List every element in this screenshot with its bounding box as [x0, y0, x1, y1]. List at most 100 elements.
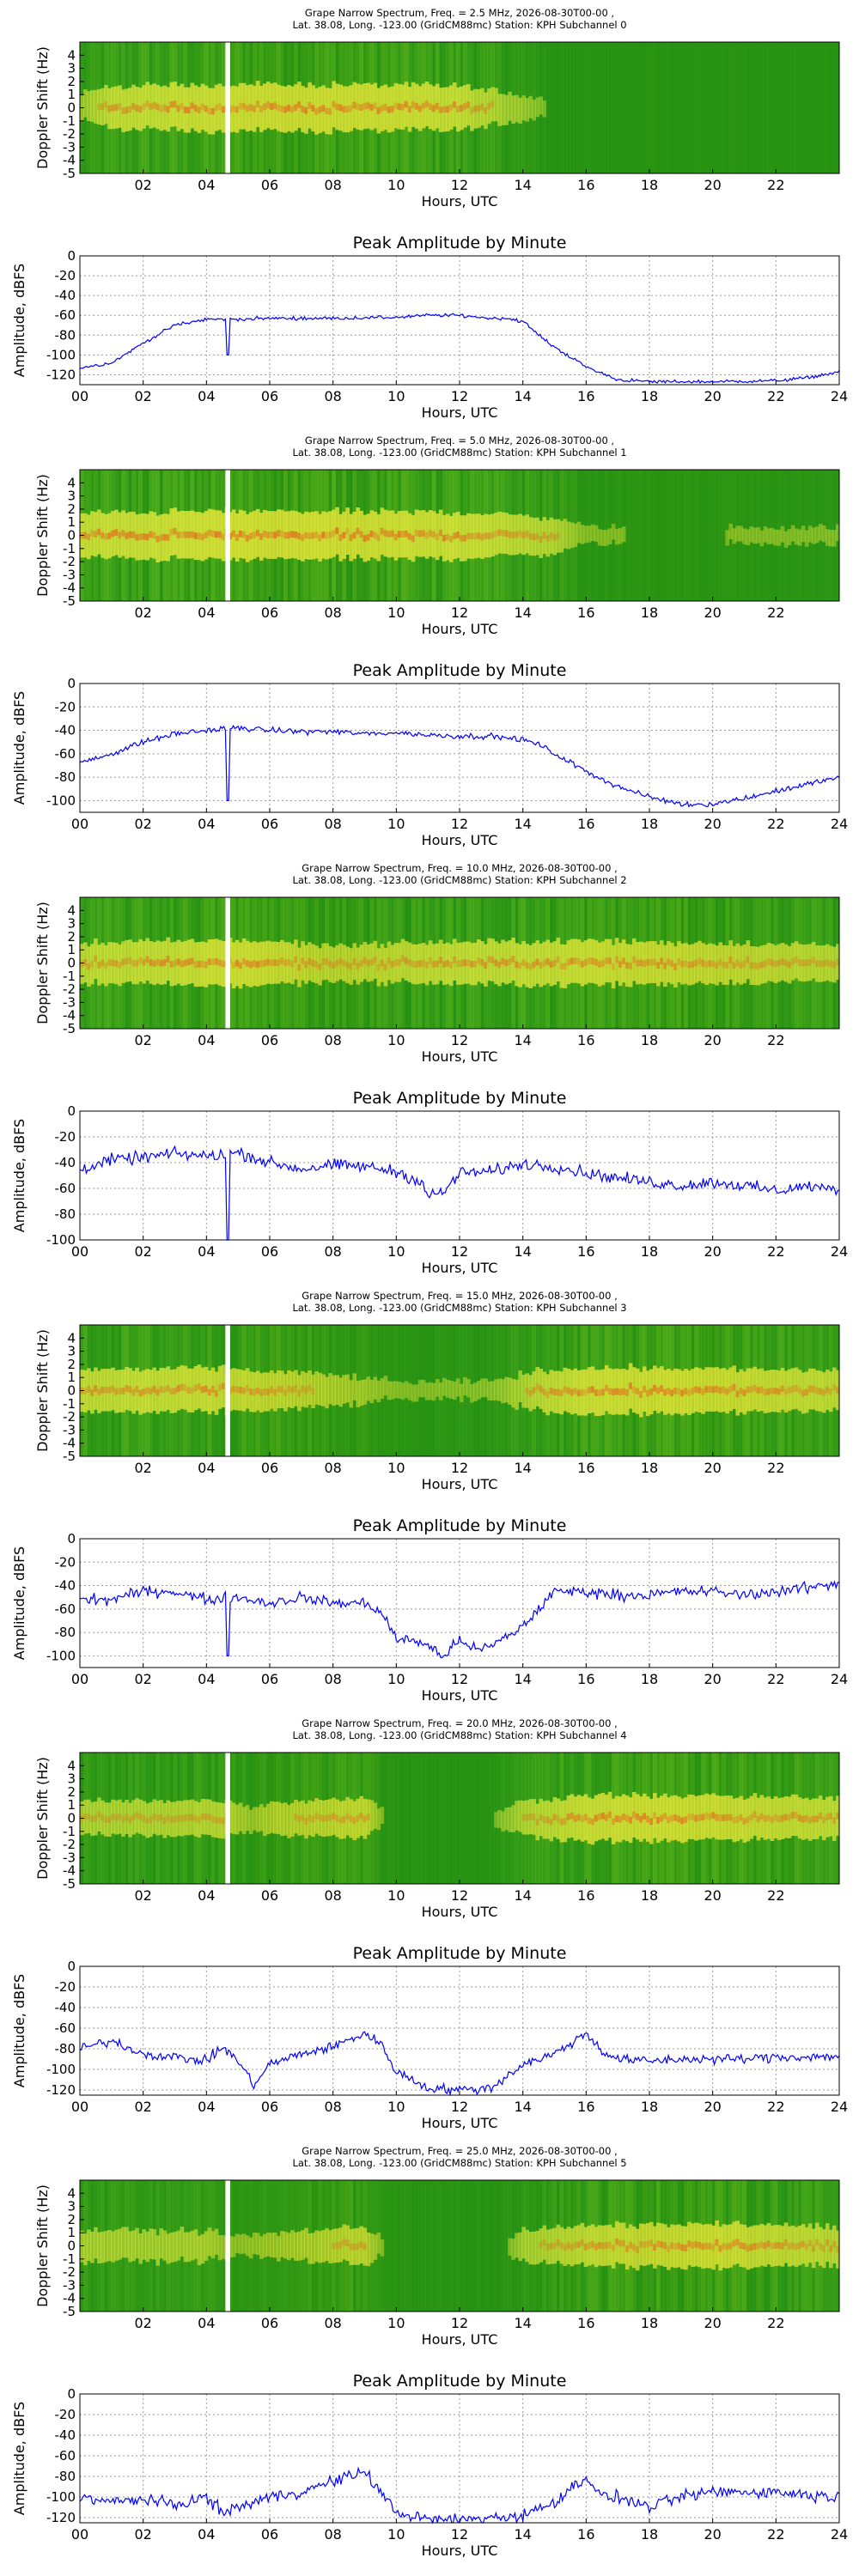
spectrogram-signal-band: [318, 948, 322, 986]
spectrogram-signal-band: [217, 83, 222, 131]
spectrogram-signal-band: [780, 526, 785, 543]
spectrogram-peak-band: [773, 1388, 778, 1394]
spectrogram-noise-column: [722, 42, 726, 173]
spectrogram-y-axis-label: Doppler Shift (Hz): [34, 902, 51, 1024]
spectrogram-signal-band: [667, 2227, 671, 2270]
spectrogram-signal-band: [807, 1800, 813, 1841]
spectrogram-peak-band: [94, 955, 98, 963]
spectrogram-noise-column: [480, 1753, 484, 1884]
spectrogram-signal-band: [424, 512, 430, 559]
spectrogram-noise-column: [528, 42, 533, 173]
spectrogram-y-tick-label: 4: [67, 1758, 76, 1773]
spectrogram-peak-band: [332, 962, 336, 969]
spectrogram-peak-band: [549, 961, 554, 968]
spectrogram-signal-band: [677, 2224, 681, 2268]
spectrogram-peak-band: [390, 961, 395, 968]
spectrogram-noise-column: [484, 1325, 488, 1456]
spectrogram-signal-band: [431, 944, 436, 985]
spectrogram-peak-band: [663, 963, 667, 969]
spectrogram-noise-column: [638, 470, 643, 601]
spectrogram-signal-band: [773, 529, 778, 546]
spectrogram-peak-band: [835, 958, 840, 966]
spectrogram-signal-band: [759, 1795, 765, 1838]
spectrogram-peak-band: [722, 1386, 726, 1394]
spectrogram-peak-band: [204, 532, 209, 538]
spectrogram-x-axis-label: Hours, UTC: [422, 1904, 498, 1920]
spectrogram-noise-column: [248, 2180, 253, 2312]
spectrogram-peak-band: [787, 961, 792, 969]
spectrogram-peak-band: [397, 103, 402, 111]
spectrogram-signal-band: [818, 2227, 823, 2266]
spectrogram-peak-band: [259, 533, 264, 540]
spectrogram-peak-band: [691, 961, 695, 968]
spectrogram-signal-band: [155, 940, 161, 984]
spectrogram-signal-band: [783, 531, 789, 548]
spectrogram-noise-column: [638, 42, 643, 173]
spectrogram-signal-band: [687, 1794, 691, 1839]
spectrogram-peak-band: [273, 1388, 277, 1396]
spectrogram-signal-band: [552, 2227, 557, 2264]
spectrogram-noise-column: [607, 470, 612, 601]
spectrogram-signal-band: [438, 939, 443, 981]
spectrogram-noise-column: [470, 1325, 474, 1456]
spectrogram-noise-column: [780, 42, 785, 173]
spectrogram-y-tick-label: -5: [63, 1449, 76, 1464]
spectrogram-signal-band: [649, 2221, 654, 2264]
spectrogram-peak-band: [663, 2242, 667, 2250]
spectrogram-peak-band: [442, 961, 447, 968]
spectrogram-signal-band: [766, 943, 771, 981]
spectrogram-signal-band: [835, 1795, 840, 1836]
spectrogram-noise-column: [835, 42, 840, 173]
spectrogram-noise-column: [728, 470, 734, 601]
spectrogram-peak-band: [241, 531, 247, 538]
spectrogram-noise-column: [404, 1753, 409, 1884]
spectrogram-peak-band: [470, 107, 474, 114]
spectrogram-signal-band: [335, 945, 339, 981]
spectrogram-signal-band: [732, 1798, 737, 1843]
spectrogram-peak-band: [152, 102, 156, 109]
spectrogram-signal-band: [811, 2228, 816, 2269]
spectrogram-peak-band: [466, 532, 471, 539]
spectrogram-y-tick-label: -3: [63, 2277, 76, 2293]
spectrogram-noise-column: [701, 470, 705, 601]
spectrogram-signal-band: [790, 1794, 795, 1836]
amplitude-y-axis-label: Amplitude, dBFS: [11, 2402, 27, 2515]
spectrogram-peak-band: [421, 102, 426, 110]
amplitude-y-tick-label: -120: [46, 367, 76, 382]
spectrogram-signal-band: [749, 2226, 754, 2269]
spectrogram-signal-band: [393, 513, 399, 561]
spectrogram-x-tick-label: 10: [387, 1887, 405, 1904]
spectrogram-signal-band: [359, 84, 364, 131]
spectrogram-signal-band: [186, 1800, 192, 1836]
spectrogram-signal-band: [442, 1377, 447, 1396]
spectrogram-peak-band: [283, 106, 288, 113]
spectrogram-noise-column: [404, 2180, 409, 2312]
spectrogram-panel-5: Grape Narrow Spectrum, Freq. = 25.0 MHz,…: [34, 2145, 840, 2348]
spectrogram-peak-band: [235, 959, 240, 967]
spectrogram-peak-band: [183, 1814, 188, 1821]
spectrogram-signal-band: [749, 946, 754, 985]
spectrogram-panel-2: Grape Narrow Spectrum, Freq. = 10.0 MHz,…: [34, 862, 840, 1065]
spectrogram-signal-band: [145, 1803, 149, 1838]
spectrogram-signal-band: [528, 95, 533, 118]
spectrogram-signal-band: [435, 513, 440, 561]
spectrogram-peak-band: [773, 1814, 778, 1821]
spectrogram-peak-band: [684, 960, 688, 967]
spectrogram-peak-band: [183, 1384, 188, 1392]
spectrogram-peak-band: [169, 100, 174, 108]
spectrogram-signal-band: [756, 1797, 761, 1841]
amplitude-x-tick-label: 18: [641, 1243, 658, 1260]
spectrogram-signal-band: [204, 2231, 209, 2261]
spectrogram-signal-band: [373, 1376, 378, 1400]
spectrogram-peak-band: [528, 532, 533, 540]
spectrogram-signal-band: [794, 1794, 799, 1837]
amplitude-x-tick-label: 20: [704, 2526, 721, 2543]
spectrogram-signal-band: [183, 511, 188, 559]
spectrogram-noise-column: [701, 42, 705, 173]
spectrogram-peak-band: [542, 2239, 547, 2246]
spectrogram-signal-band: [559, 944, 564, 988]
spectrogram-noise-column: [660, 42, 664, 173]
spectrogram-signal-band: [501, 1811, 505, 1832]
spectrogram-signal-band: [349, 85, 354, 131]
spectrogram-peak-band: [176, 1385, 181, 1392]
